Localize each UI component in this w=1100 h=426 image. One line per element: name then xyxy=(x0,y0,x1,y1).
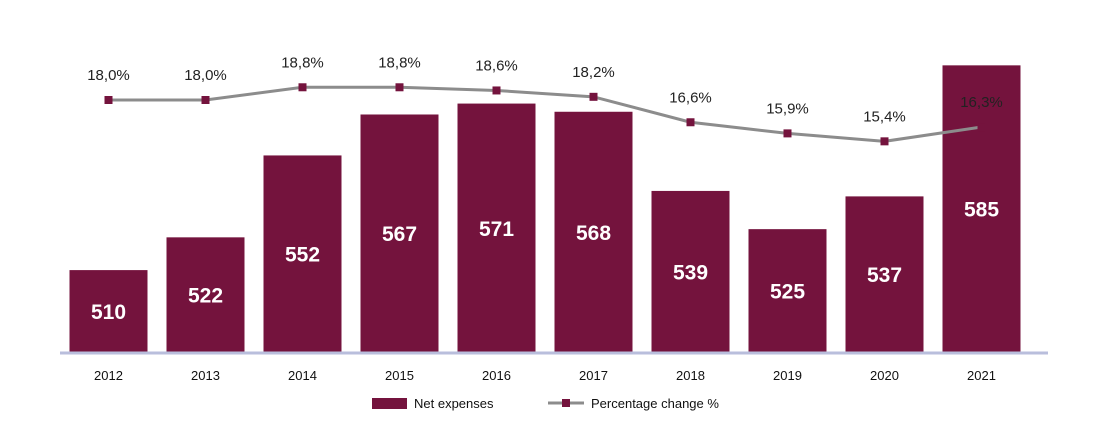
x-tick-label-2012: 2012 xyxy=(94,368,123,383)
percentage-label-2012: 18,0% xyxy=(87,67,130,84)
bar-value-label-2016: 571 xyxy=(479,218,514,241)
bar-2015 xyxy=(360,114,439,353)
legend-swatch-net-expenses xyxy=(372,398,407,409)
x-tick-label-2020: 2020 xyxy=(870,368,899,383)
legend-swatch-percentage-change-marker xyxy=(562,399,570,407)
bar-value-label-2015: 567 xyxy=(382,223,417,246)
legend: Net expenses Percentage change % xyxy=(372,396,719,411)
x-tick-label-2017: 2017 xyxy=(579,368,608,383)
bar-2013 xyxy=(166,237,245,352)
percentage-label-2014: 18,8% xyxy=(281,54,324,71)
line-marker-2017 xyxy=(589,92,598,101)
x-tick-label-2015: 2015 xyxy=(385,368,414,383)
percentage-label-2015: 18,8% xyxy=(378,54,421,71)
bar-value-label-2020: 537 xyxy=(867,264,902,287)
line-marker-2020 xyxy=(880,137,889,146)
x-tick-label-2016: 2016 xyxy=(482,368,511,383)
bar-2017 xyxy=(554,111,633,352)
bar-2018 xyxy=(651,190,730,352)
bar-2012 xyxy=(69,270,148,352)
legend-label-net-expenses: Net expenses xyxy=(414,396,494,411)
line-marker-2019 xyxy=(783,129,792,138)
percentage-change-line xyxy=(108,85,982,143)
percentage-label-2021: 16,3% xyxy=(960,94,1003,111)
percentage-label-2019: 15,9% xyxy=(766,100,809,117)
line-marker-2021 xyxy=(977,123,986,132)
bar-2021 xyxy=(942,65,1021,352)
bar-value-label-2021: 585 xyxy=(964,199,999,222)
line-marker-2012 xyxy=(104,96,113,104)
bar-2020 xyxy=(845,196,924,352)
bars-layer xyxy=(69,65,1021,353)
x-tick-label-2018: 2018 xyxy=(676,368,705,383)
x-tick-label-2013: 2013 xyxy=(191,368,220,383)
x-ticks-layer: 2012 2013 2014 2015 2016 2017 2018 2019 2020 2021 xyxy=(94,368,996,383)
bar-2014 xyxy=(263,155,342,352)
bar-value-label-2012: 510 xyxy=(91,301,126,324)
bar-2019 xyxy=(748,229,827,352)
percentage-label-2018: 16,6% xyxy=(669,89,712,106)
line-marker-2018 xyxy=(686,118,695,127)
bar-value-label-2013: 522 xyxy=(188,285,223,308)
bar-value-label-2014: 552 xyxy=(285,244,320,267)
line-marker-2013 xyxy=(201,96,210,104)
x-tick-label-2014: 2014 xyxy=(288,368,317,383)
percentage-labels-layer: 18,0% 18,0% 18,8% 18,8% 18,6% 18,2% 16,6% 15,9%… xyxy=(87,54,1003,125)
legend-label-percentage-change: Percentage change % xyxy=(591,396,719,411)
bar-labels-layer: 510 522 552 567 571 568 539 525 537 585 xyxy=(91,199,999,324)
line-marker-2014 xyxy=(298,83,307,92)
bar-2016 xyxy=(457,103,536,352)
percentage-label-2017: 18,2% xyxy=(572,64,615,81)
percentage-label-2016: 18,6% xyxy=(475,57,518,74)
line-markers-layer xyxy=(104,83,986,146)
percentage-label-2020: 15,4% xyxy=(863,108,906,125)
bar-value-label-2018: 539 xyxy=(673,261,708,284)
line-marker-2015 xyxy=(395,83,404,92)
bar-value-label-2019: 525 xyxy=(770,281,805,304)
bar-value-label-2017: 568 xyxy=(576,222,611,245)
percentage-label-2013: 18,0% xyxy=(184,67,227,84)
line-marker-2016 xyxy=(492,86,501,95)
x-tick-label-2021: 2021 xyxy=(967,368,996,383)
x-tick-label-2019: 2019 xyxy=(773,368,802,383)
